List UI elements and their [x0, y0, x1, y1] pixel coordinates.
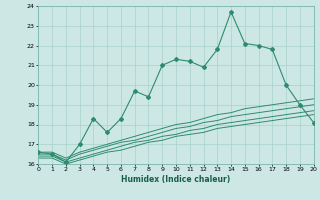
- X-axis label: Humidex (Indice chaleur): Humidex (Indice chaleur): [121, 175, 231, 184]
